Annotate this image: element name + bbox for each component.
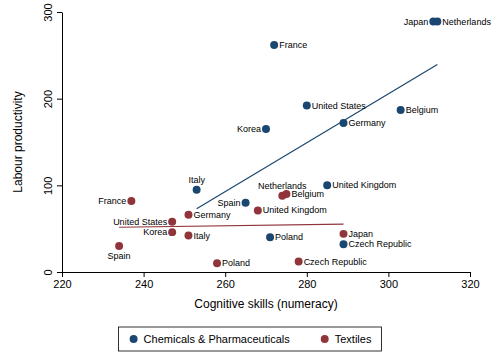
point [193,186,201,194]
y-tick-mark [57,99,62,100]
point [340,119,348,127]
legend-item: Chemicals & Pharmaceuticals [130,333,291,345]
x-tick: 240 [135,272,153,290]
point [262,125,270,133]
y-axis-line [62,13,63,273]
x-tick-mark [225,272,226,277]
x-tick-mark [62,272,63,277]
x-axis-line [63,272,471,273]
y-tick: 200 [42,90,62,108]
y-tick: 0 [42,269,62,275]
x-tick-mark [470,272,471,277]
x-axis: 220 240 260 280 300 320 [53,272,479,290]
point [303,102,311,110]
point [168,228,176,236]
point-label: Belgium [406,105,439,115]
point [397,106,405,114]
point [127,197,135,205]
plot: 220 240 260 280 300 320 0 100 200 300 France Japan N… [42,3,491,289]
point-label: France [98,196,126,206]
point [266,233,274,241]
point-label: Italy [188,175,205,185]
point-label: Poland [275,232,303,242]
marks [115,18,441,268]
fit-line [197,64,438,208]
point-label: Czech Republic [304,257,368,267]
y-tick-mark [57,272,62,273]
point [323,181,331,189]
point [184,232,192,240]
point-label: Japan [404,17,429,27]
legend-box [119,327,382,351]
point-label: Italy [193,231,210,241]
y-tick: 300 [42,3,62,21]
y-tick-label: 100 [42,177,54,195]
legend-label: Textiles [335,333,372,345]
y-tick-mark [57,12,62,13]
point-label: Poland [222,258,250,268]
point-label: Japan [349,229,374,239]
x-tick: 260 [217,272,235,290]
point-label: United States [312,101,367,111]
x-tick-mark [144,272,145,277]
point-label: Germany [349,118,387,128]
point-label: Czech Republic [349,239,413,249]
x-tick-label: 240 [135,278,153,290]
chart: 220 240 260 280 300 320 0 100 200 300 France Japan N… [0,0,500,357]
y-tick-label: 300 [42,3,54,21]
x-tick-label: 220 [53,278,71,290]
point [242,199,250,207]
point [295,258,303,266]
x-axis-title: Cognitive skills (numeracy) [194,297,337,311]
y-tick-label: 0 [42,269,54,275]
point-label: Korea [143,227,167,237]
point [270,41,278,49]
point [168,218,176,226]
x-tick: 300 [380,272,398,290]
point-label: France [279,40,307,50]
point-label: United States [113,217,168,227]
x-tick-label: 320 [461,278,479,290]
x-tick-mark [307,272,308,277]
point-label: United Kingdom [263,205,327,215]
legend-marker [321,335,329,343]
point-label: Belgium [291,189,324,199]
point [340,230,348,238]
point-label: Germany [193,210,231,220]
point [340,240,348,248]
y-axis-title: Labour productivity [11,91,25,192]
legend: Chemicals & Pharmaceuticals Textiles [119,327,382,351]
point [433,18,441,26]
x-tick-label: 300 [380,278,398,290]
x-tick: 280 [298,272,316,290]
legend-label: Chemicals & Pharmaceuticals [144,333,291,345]
point-label: Netherlands [442,17,491,27]
y-axis: 0 100 200 300 [42,3,63,275]
point-labels: France Japan Netherlands United States Belgi… [98,17,491,269]
y-tick-label: 200 [42,90,54,108]
point-label: Spain [218,198,241,208]
y-tick: 100 [42,177,62,195]
point [282,190,290,198]
point [254,206,262,214]
x-tick: 320 [461,272,479,290]
x-tick-mark [388,272,389,277]
y-tick-mark [57,185,62,186]
point-label: United Kingdom [332,180,396,190]
x-tick-label: 260 [217,278,235,290]
x-tick-label: 280 [298,278,316,290]
point-label: Korea [237,124,261,134]
point [115,242,123,250]
legend-marker [130,335,138,343]
point [184,211,192,219]
point [213,259,221,267]
x-tick: 220 [53,272,71,290]
legend-item: Textiles [321,333,372,345]
point-label: Spain [108,251,131,261]
